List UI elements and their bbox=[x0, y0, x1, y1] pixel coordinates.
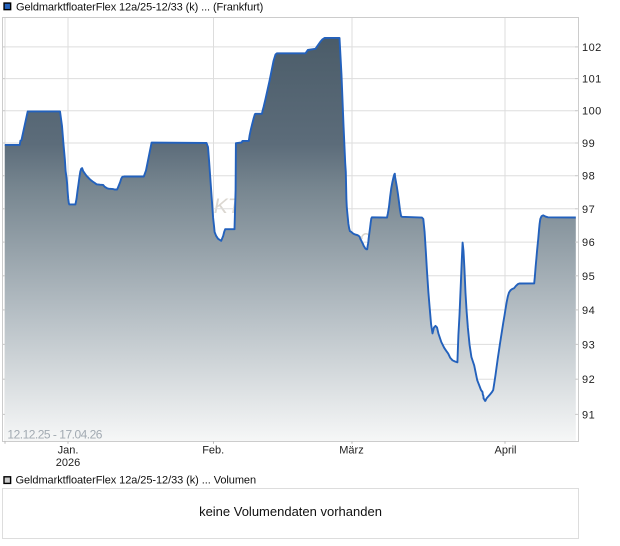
svg-text:95: 95 bbox=[582, 271, 595, 283]
svg-text:GeldmarktfloaterFlex 12a/25-12: GeldmarktfloaterFlex 12a/25-12/33 (k) ..… bbox=[16, 475, 257, 487]
svg-text:97: 97 bbox=[582, 204, 595, 216]
svg-text:März: März bbox=[339, 444, 363, 456]
svg-text:April: April bbox=[494, 444, 516, 456]
svg-text:100: 100 bbox=[582, 106, 602, 118]
svg-text:96: 96 bbox=[582, 237, 595, 249]
svg-text:101: 101 bbox=[582, 74, 602, 86]
svg-text:GeldmarktfloaterFlex 12a/25-12: GeldmarktfloaterFlex 12a/25-12/33 (k) ..… bbox=[16, 2, 263, 14]
svg-text:98: 98 bbox=[582, 171, 595, 183]
svg-text:92: 92 bbox=[582, 374, 595, 386]
svg-text:102: 102 bbox=[582, 42, 602, 54]
svg-text:93: 93 bbox=[582, 339, 595, 351]
svg-text:91: 91 bbox=[582, 409, 595, 421]
svg-text:94: 94 bbox=[582, 305, 595, 317]
svg-text:Feb.: Feb. bbox=[202, 444, 224, 456]
svg-text:12.12.25 - 17.04.26: 12.12.25 - 17.04.26 bbox=[7, 428, 102, 442]
svg-text:2026: 2026 bbox=[56, 457, 80, 469]
svg-text:Jan.: Jan. bbox=[58, 444, 79, 456]
svg-text:keine Volumendaten vorhanden: keine Volumendaten vorhanden bbox=[199, 504, 382, 519]
svg-text:99: 99 bbox=[582, 138, 595, 150]
